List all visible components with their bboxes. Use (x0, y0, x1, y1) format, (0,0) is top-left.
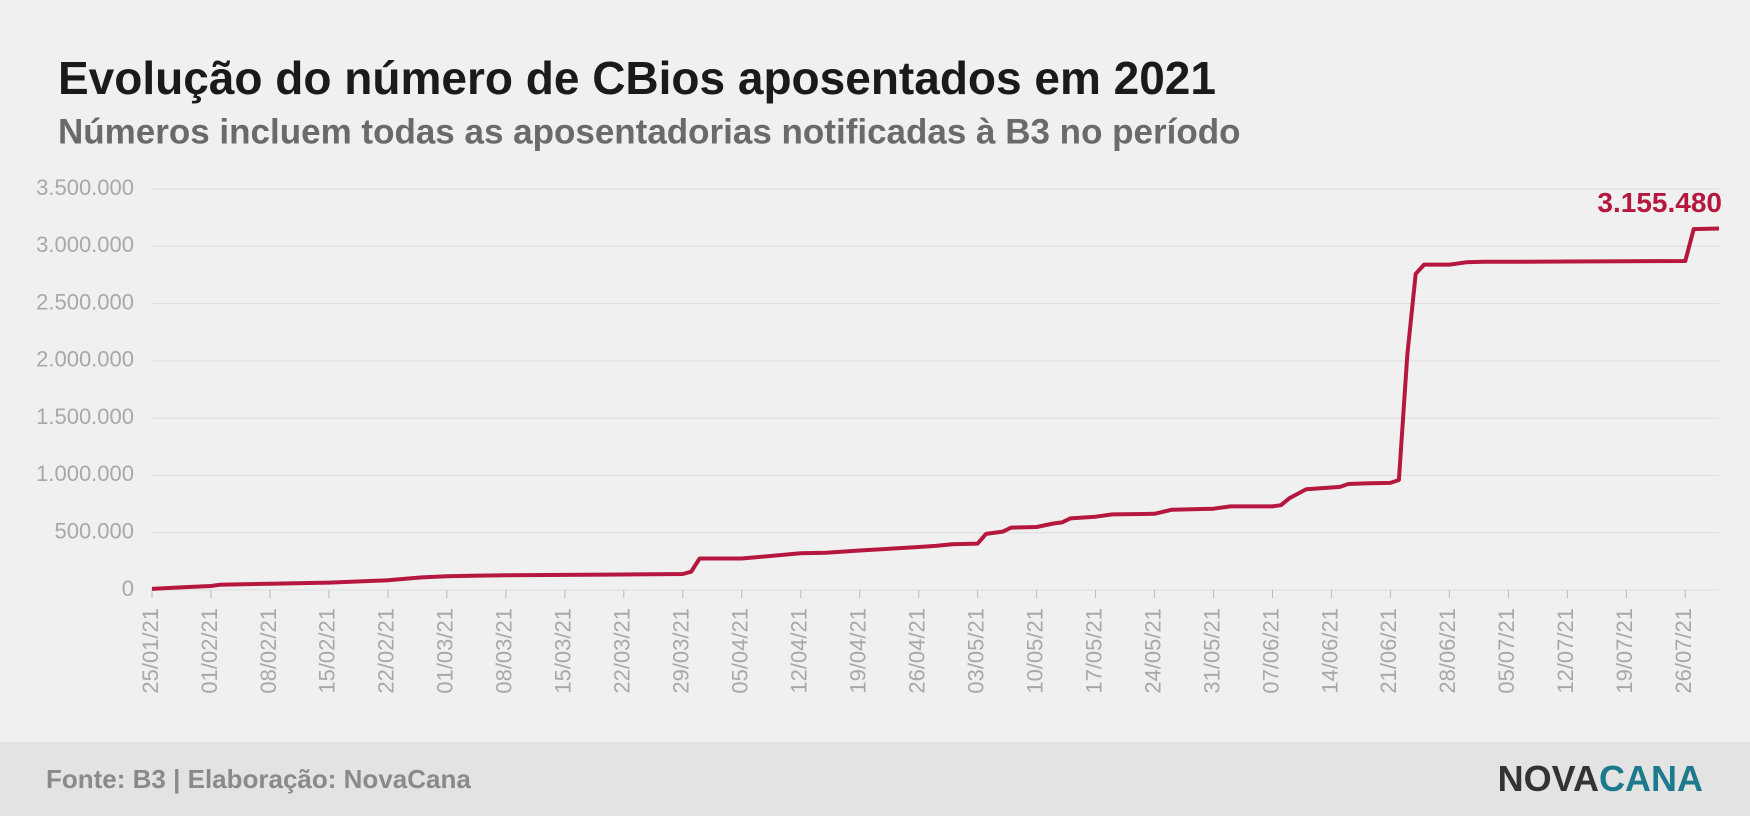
y-tick-label: 2.000.000 (36, 347, 134, 372)
x-tick-label: 03/05/21 (963, 608, 988, 694)
x-tick-label: 19/04/21 (845, 608, 870, 694)
value-label: 3.155.480 (1597, 187, 1722, 218)
y-tick-label: 3.500.000 (36, 175, 134, 200)
logo-part: CANA (1599, 758, 1703, 799)
background (0, 0, 1750, 742)
y-tick-label: 3.000.000 (36, 232, 134, 257)
y-tick-label: 2.500.000 (36, 289, 134, 314)
y-tick-label: 1.500.000 (36, 404, 134, 429)
x-tick-label: 29/03/21 (669, 608, 694, 694)
x-tick-label: 28/06/21 (1435, 608, 1460, 694)
source: Fonte: B3 | Elaboração: NovaCana (46, 764, 471, 794)
x-tick-label: 22/03/21 (610, 608, 635, 694)
y-tick-label: 0 (122, 576, 134, 601)
x-tick-label: 12/07/21 (1553, 608, 1578, 694)
x-tick-label: 26/07/21 (1671, 608, 1696, 694)
y-tick-label: 500.000 (54, 519, 134, 544)
x-tick-label: 14/06/21 (1317, 608, 1342, 694)
x-tick-label: 25/01/21 (138, 608, 163, 694)
x-tick-label: 24/05/21 (1140, 608, 1165, 694)
x-tick-label: 22/02/21 (374, 608, 399, 694)
x-tick-label: 10/05/21 (1022, 608, 1047, 694)
x-tick-label: 15/03/21 (551, 608, 576, 694)
footer-band (0, 742, 1750, 816)
x-tick-label: 26/04/21 (904, 608, 929, 694)
x-tick-label: 01/02/21 (197, 608, 222, 694)
x-tick-label: 07/06/21 (1258, 608, 1283, 694)
logo-part: NOVA (1498, 758, 1599, 799)
x-tick-label: 01/03/21 (433, 608, 458, 694)
x-tick-label: 05/07/21 (1494, 608, 1519, 694)
x-tick-label: 17/05/21 (1081, 608, 1106, 694)
line (151, 226, 1720, 591)
x-tick-label: 21/06/21 (1376, 608, 1401, 694)
x-tick-label: 19/07/21 (1612, 608, 1637, 694)
chart-subtitle: Números incluem todas as aposentadorias … (58, 112, 1241, 151)
x-tick-label: 08/02/21 (256, 608, 281, 694)
y-tick-label: 1.000.000 (36, 461, 134, 486)
x-tick-label: 31/05/21 (1199, 608, 1224, 694)
x-tick-label: 08/03/21 (492, 608, 517, 694)
logo: NOVACANA (1498, 758, 1703, 799)
chart-title: Evolução do número de CBios aposentados … (58, 52, 1216, 104)
x-tick-label: 15/02/21 (315, 608, 340, 694)
x-tick-label: 05/04/21 (728, 608, 753, 694)
x-tick-label: 12/04/21 (787, 608, 812, 694)
